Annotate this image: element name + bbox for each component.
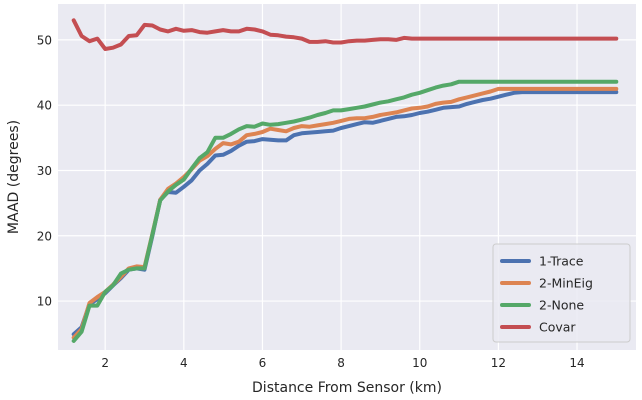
x-tick-label: 8 xyxy=(337,356,345,370)
x-axis-label: Distance From Sensor (km) xyxy=(252,380,442,396)
legend-label: Covar xyxy=(539,320,576,335)
x-tick-label: 14 xyxy=(569,356,584,370)
x-tick-label: 12 xyxy=(491,356,506,370)
legend-box xyxy=(492,243,631,343)
series-line-2-none xyxy=(71,79,619,343)
y-tick-label: 10 xyxy=(37,295,52,309)
y-tick-label: 20 xyxy=(37,229,52,243)
x-tick-label: 4 xyxy=(180,356,188,370)
y-axis-label: MAAD (degrees) xyxy=(6,120,22,234)
x-tick-label: 6 xyxy=(259,356,267,370)
legend: 1-Trace 2-MinEig 2-None Covar xyxy=(492,243,631,343)
legend-label: 1-Trace xyxy=(539,254,584,269)
legend-label: 2-MinEig xyxy=(539,276,593,291)
y-axis-ticks: 10 20 30 40 50 xyxy=(37,33,52,308)
x-axis-ticks: 2 4 6 8 10 12 14 xyxy=(101,356,584,370)
series-lines xyxy=(71,18,619,343)
series-line-covar xyxy=(71,18,619,51)
legend-label: 2-None xyxy=(539,298,584,313)
x-tick-label: 2 xyxy=(101,356,109,370)
y-tick-label: 30 xyxy=(37,164,52,178)
y-tick-label: 50 xyxy=(37,33,52,47)
y-tick-label: 40 xyxy=(37,99,52,113)
x-tick-label: 10 xyxy=(412,356,427,370)
